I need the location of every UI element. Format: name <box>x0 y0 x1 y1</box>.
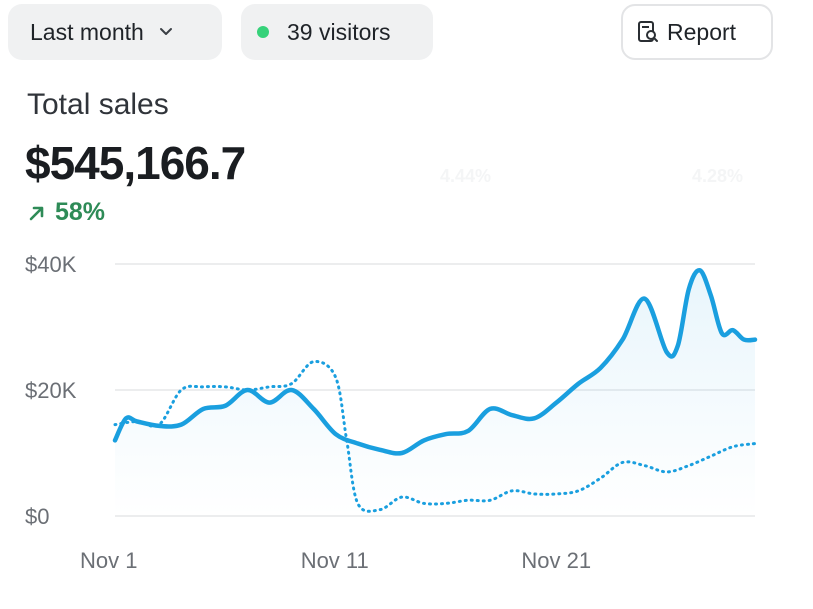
comparison-series-line <box>113 359 757 513</box>
visitors-count: 39 visitors <box>287 18 391 45</box>
arrow-up-right-icon <box>27 203 47 223</box>
x-tick-label: Nov 21 <box>521 548 591 573</box>
metric-change: 58% <box>27 198 105 227</box>
y-tick-label: $40K <box>25 252 77 277</box>
x-tick-label: Nov 11 <box>301 548 369 573</box>
metric-title: Total sales <box>27 88 169 121</box>
live-visitors-badge[interactable]: 39 visitors <box>241 4 433 60</box>
y-tick-label: $0 <box>25 504 49 529</box>
date-range-dropdown[interactable]: Last month <box>8 4 222 60</box>
report-icon <box>637 20 659 44</box>
metric-value: $545,166.7 <box>25 137 246 189</box>
y-tick-label: $20K <box>25 378 77 403</box>
live-status-dot-icon <box>257 26 269 38</box>
report-label: Report <box>667 18 737 45</box>
date-range-label: Last month <box>30 18 144 45</box>
metric-change-value: 58% <box>55 198 106 226</box>
chevron-down-icon <box>158 26 174 38</box>
faint-metric-2: 4.28% <box>692 166 744 186</box>
x-tick-label: Nov 1 <box>80 548 137 573</box>
report-button[interactable]: Report <box>621 4 773 60</box>
series-area <box>115 270 755 516</box>
faint-metric-1: 4.44% <box>440 166 492 186</box>
current-series-line <box>112 268 758 456</box>
sales-line-chart: $0 $20K $40K Nov 1 Nov 11 Nov 21 <box>25 252 758 573</box>
